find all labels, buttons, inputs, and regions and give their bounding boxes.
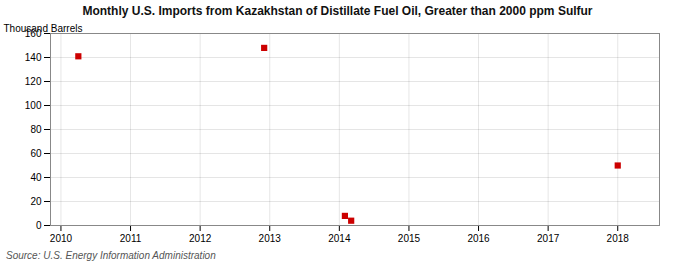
svg-text:2016: 2016 — [467, 233, 490, 244]
svg-text:140: 140 — [25, 52, 42, 63]
svg-text:2013: 2013 — [259, 233, 282, 244]
html-text:Monthly U.S. Imports from Kaza: Monthly U.S. Imports from Kazakhstan of … — [82, 4, 593, 18]
svg-text:2015: 2015 — [398, 233, 421, 244]
svg-text:2012: 2012 — [189, 233, 212, 244]
svg-text:2010: 2010 — [50, 233, 73, 244]
svg-text:40: 40 — [30, 172, 42, 183]
svg-text:Thousand Barrels: Thousand Barrels — [4, 23, 83, 34]
svg-text:80: 80 — [30, 124, 42, 135]
svg-text:2011: 2011 — [120, 233, 142, 244]
svg-text:100: 100 — [25, 100, 42, 111]
svg-text:60: 60 — [30, 148, 42, 159]
svg-text:20: 20 — [30, 196, 42, 207]
svg-text:2017: 2017 — [537, 233, 560, 244]
svg-text:2018: 2018 — [607, 233, 630, 244]
svg-text:0: 0 — [36, 220, 42, 231]
svg-text:120: 120 — [25, 76, 42, 87]
svg-text:2014: 2014 — [328, 233, 351, 244]
html-text:Source: U.S. Energy Informatio: Source: U.S. Energy Information Administ… — [6, 250, 216, 261]
